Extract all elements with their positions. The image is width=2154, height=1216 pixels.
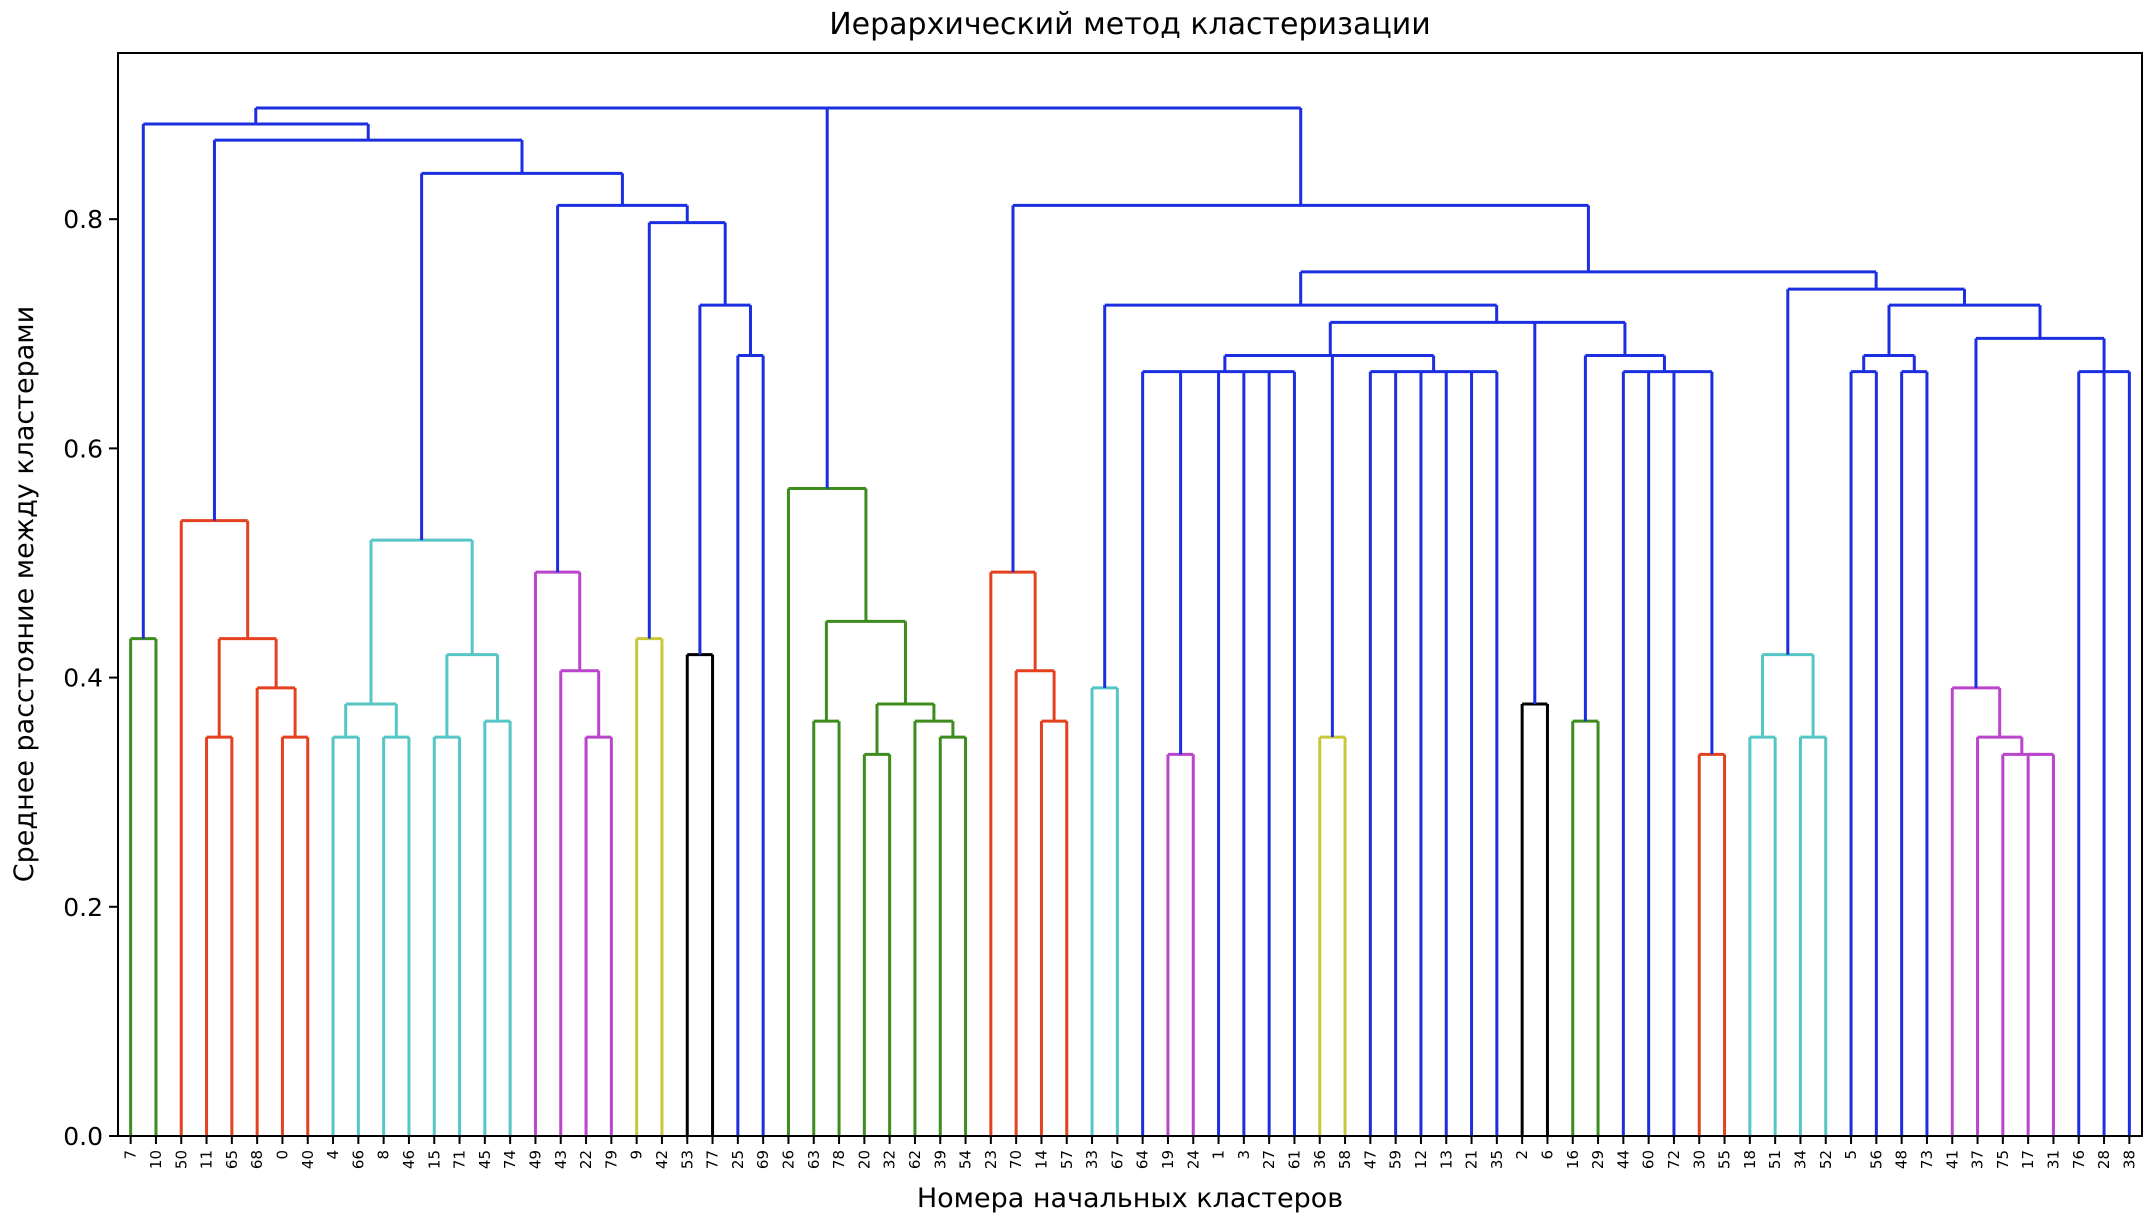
leaf-label: 22 [577,1150,595,1169]
y-tick-label: 0.2 [63,893,103,922]
leaf-label: 47 [1361,1150,1379,1169]
leaf-label: 40 [299,1150,317,1169]
y-axis-label: Среднее расстояние между кластерами [9,306,40,882]
y-tick-label: 0.0 [63,1122,103,1151]
leaf-label: 2 [1513,1150,1531,1160]
x-axis-label: Номера начальных кластеров [917,1183,1343,1214]
leaf-label: 63 [805,1150,823,1169]
leaf-label: 66 [349,1150,367,1169]
leaf-label: 38 [2120,1150,2138,1169]
leaf-label: 27 [1260,1150,1278,1169]
leaf-label: 55 [1716,1150,1734,1169]
leaf-label: 51 [1766,1150,1784,1169]
leaf-label: 44 [1614,1150,1632,1169]
leaf-label: 20 [855,1150,873,1169]
leaf-label: 21 [1463,1150,1481,1169]
leaf-label: 75 [1994,1150,2012,1169]
leaf-label: 9 [628,1150,646,1160]
leaf-label: 41 [1943,1150,1961,1169]
leaf-label: 57 [1058,1150,1076,1169]
leaf-label: 15 [425,1150,443,1169]
leaf-label: 31 [2044,1150,2062,1169]
leaf-label: 35 [1488,1150,1506,1169]
leaf-label: 78 [830,1150,848,1169]
leaf-label: 72 [1665,1150,1683,1169]
leaf-label: 1 [1210,1150,1228,1160]
leaf-label: 48 [1893,1150,1911,1169]
leaf-label: 39 [931,1150,949,1169]
leaf-label: 46 [400,1150,418,1169]
y-tick-label: 0.4 [63,664,103,693]
leaf-label: 50 [172,1150,190,1169]
leaf-label: 70 [1007,1150,1025,1169]
leaf-label: 6 [1538,1150,1556,1160]
leaf-label: 59 [1387,1150,1405,1169]
leaf-label: 32 [881,1150,899,1169]
leaf-label: 30 [1690,1150,1708,1169]
y-tick-label: 0.6 [63,434,103,463]
leaf-label: 4 [324,1150,342,1160]
y-tick-label: 0.8 [63,205,103,234]
leaf-label: 73 [1918,1150,1936,1169]
leaf-label: 7 [122,1150,140,1160]
leaf-label: 18 [1741,1150,1759,1169]
leaf-label: 0 [273,1150,291,1160]
leaf-label: 26 [779,1150,797,1169]
leaf-label: 34 [1791,1150,1809,1169]
leaf-label: 36 [1311,1150,1329,1169]
plot-frame [117,52,2143,1137]
leaf-label: 79 [602,1150,620,1169]
leaf-label: 37 [1969,1150,1987,1169]
leaf-label: 61 [1285,1150,1303,1169]
leaf-label: 10 [147,1150,165,1169]
leaf-label: 13 [1437,1150,1455,1169]
leaf-label: 67 [1108,1150,1126,1169]
leaf-label: 62 [906,1150,924,1169]
leaf-label: 29 [1589,1150,1607,1169]
leaf-label: 54 [957,1150,975,1169]
leaf-label: 5 [1842,1150,1860,1160]
leaf-label: 11 [198,1150,216,1169]
leaf-label: 17 [2019,1150,2037,1169]
leaf-label: 23 [982,1150,1000,1169]
leaf-label: 33 [1083,1150,1101,1169]
leaf-label: 16 [1564,1150,1582,1169]
leaf-label: 60 [1640,1150,1658,1169]
leaf-label: 53 [678,1150,696,1169]
leaf-label: 68 [248,1150,266,1169]
leaf-label: 25 [729,1150,747,1169]
chart-title: Иерархический метод кластеризации [829,7,1431,42]
leaf-label: 64 [1134,1150,1152,1169]
leaf-label: 14 [1032,1150,1050,1169]
leaf-label: 58 [1336,1150,1354,1169]
leaf-label: 8 [375,1150,393,1160]
leaf-label: 12 [1412,1150,1430,1169]
leaf-label: 65 [223,1150,241,1169]
leaf-label: 77 [704,1150,722,1169]
leaf-label: 42 [653,1150,671,1169]
leaf-label: 52 [1817,1150,1835,1169]
leaf-label: 56 [1867,1150,1885,1169]
leaf-label: 28 [2095,1150,2113,1169]
leaf-label: 45 [476,1150,494,1169]
leaf-label: 74 [501,1150,519,1169]
dendrogram-links [129,106,2131,1136]
leaf-label: 76 [2070,1150,2088,1169]
leaf-label: 69 [754,1150,772,1169]
leaf-label: 24 [1184,1150,1202,1169]
leaf-label: 19 [1159,1150,1177,1169]
y-axis: 0.0 0.2 0.4 0.6 0.8 [63,205,118,1151]
x-axis: 7 10 50 11 65 68 0 40 4 66 8 46 15 71 45 74 49 43 22 79 9 42 5… [122,1136,2138,1169]
leaf-label: 3 [1235,1150,1253,1160]
leaf-label: 43 [552,1150,570,1169]
leaf-label: 49 [526,1150,544,1169]
leaf-label: 71 [451,1150,469,1169]
